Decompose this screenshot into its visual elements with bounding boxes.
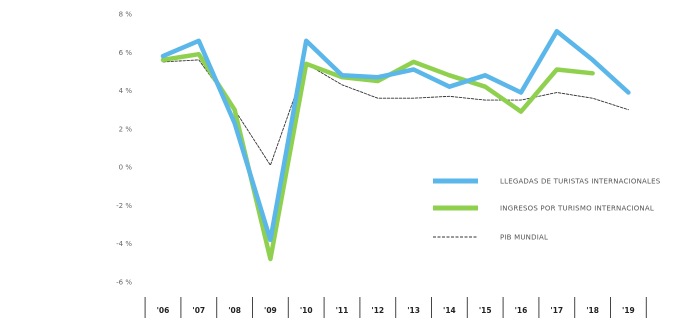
x-tick-label: '10 <box>300 306 313 315</box>
x-tick-label: '11 <box>336 306 349 315</box>
y-axis: 8 % 6 % 4 % 2 % 0 % -2 % -4 % -6 % <box>116 11 132 287</box>
x-tick-label: '16 <box>515 306 528 315</box>
series-line-1 <box>163 54 593 259</box>
x-tick-label: '17 <box>550 306 563 315</box>
legend-label: LLEGADAS DE TURISTAS INTERNACIONALES <box>500 178 661 186</box>
legend: LLEGADAS DE TURISTAS INTERNACIONALES INGR… <box>433 178 661 242</box>
x-axis: '06 '07 '08 '09 '10 '11 '12 '13 '14 '15 '16 '17 '18 '… <box>145 297 646 318</box>
y-tick-label: -6 % <box>116 279 132 287</box>
x-tick-label: '12 <box>371 306 384 315</box>
x-tick-label: '06 <box>157 306 170 315</box>
y-tick-label: -2 % <box>116 202 132 210</box>
legend-label: INGRESOS POR TURISMO INTERNACIONAL <box>500 205 654 213</box>
x-tick-label: '15 <box>479 306 492 315</box>
legend-label: PIB MUNDIAL <box>500 234 548 242</box>
y-tick-label: -4 % <box>116 240 132 248</box>
x-tick-label: '07 <box>192 306 205 315</box>
series-lines <box>163 31 628 259</box>
x-tick-label: '14 <box>443 306 456 315</box>
x-tick-label: '09 <box>264 306 277 315</box>
y-tick-label: 8 % <box>119 11 133 19</box>
x-tick-label: '19 <box>622 306 635 315</box>
x-tick-label: '13 <box>407 306 420 315</box>
y-tick-label: 4 % <box>119 87 133 95</box>
y-tick-label: 6 % <box>119 49 133 57</box>
x-tick-label: '18 <box>586 306 599 315</box>
y-tick-label: 0 % <box>119 164 133 172</box>
y-tick-label: 2 % <box>119 125 133 133</box>
series-line-2 <box>163 60 628 165</box>
x-tick-label: '08 <box>228 306 241 315</box>
